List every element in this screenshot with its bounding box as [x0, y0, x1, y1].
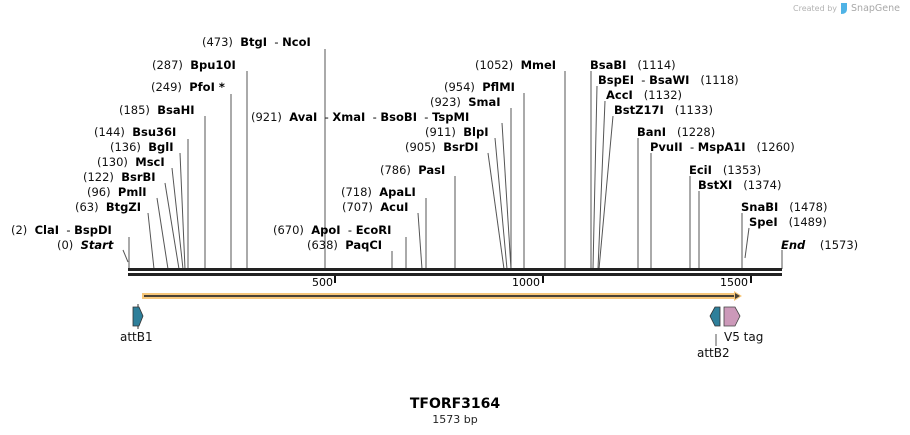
site-label-bsrdi[interactable]: (905) BsrDI — [405, 140, 479, 154]
v5-tag-feature — [723, 306, 741, 327]
site-label-pmli[interactable]: (96) PmlI — [87, 185, 147, 199]
snapgene-logo-icon — [841, 3, 848, 14]
site-label-paqci[interactable]: (638) PaqCI — [307, 238, 383, 252]
snapgene-credit: Created by SnapGene — [793, 3, 900, 14]
map-length: 1573 bp — [432, 413, 478, 426]
site-label-pasi[interactable]: (786) PasI — [380, 163, 446, 177]
credit-text: Created by — [793, 4, 838, 13]
attB2-feature — [709, 306, 721, 346]
attB1-feature — [132, 304, 144, 329]
site-label-acui[interactable]: (707) AcuI — [342, 200, 409, 214]
site-label-btgzi[interactable]: (63) BtgZI — [75, 200, 142, 214]
site-label-smai[interactable]: (923) SmaI — [430, 95, 501, 109]
site-label-bsrbi[interactable]: (122) BsrBI — [83, 170, 156, 184]
attB2-label[interactable]: attB2 — [697, 346, 730, 360]
site-label-bstxi[interactable]: BstXI (1374) — [698, 178, 782, 192]
sequence-ruler — [128, 268, 782, 283]
site-label-apali[interactable]: (718) ApaLI — [341, 185, 416, 199]
site-label-start: (0) Start — [57, 238, 114, 252]
site-label-bsahi[interactable]: (185) BsaHI — [119, 103, 195, 117]
site-label-bspei[interactable]: BspEI - BsaWI (1118) — [598, 73, 739, 87]
site-label-pvuii[interactable]: PvuII - MspA1I (1260) — [650, 140, 795, 154]
site-label-msci[interactable]: (130) MscI — [97, 155, 165, 169]
site-label-snabi[interactable]: SnaBI (1478) — [741, 200, 828, 214]
ruler-tick-500: 500 — [312, 276, 333, 289]
map-title: TFORF3164 — [409, 396, 501, 412]
site-label-ecii[interactable]: EciI (1353) — [689, 163, 762, 177]
site-label-clai[interactable]: (2) ClaI - BspDI — [11, 223, 112, 237]
site-label-avai[interactable]: (921) AvaI - XmaI - BsoBI - TspMI — [251, 110, 470, 124]
site-label-mmei[interactable]: (1052) MmeI — [475, 58, 557, 72]
site-label-bsu36i[interactable]: (144) Bsu36I — [94, 125, 177, 139]
ruler-tick-1500: 1500 — [720, 276, 748, 289]
site-label-bstz17i[interactable]: BstZ17I (1133) — [614, 103, 713, 117]
site-label-pfoi[interactable]: (249) PfoI * — [151, 80, 225, 94]
site-label-bsabi[interactable]: BsaBI (1114) — [590, 58, 676, 72]
site-label-blpi[interactable]: (911) BlpI — [425, 125, 489, 139]
attB1-label[interactable]: attB1 — [120, 330, 153, 344]
v5-tag-label[interactable]: V5 tag — [724, 330, 764, 344]
site-label-bani[interactable]: BanI (1228) — [637, 125, 716, 139]
ruler-tick-1000: 1000 — [512, 276, 540, 289]
site-connector-lines — [122, 49, 783, 270]
orf-arrow — [142, 291, 742, 301]
site-label-apoi[interactable]: (670) ApoI - EcoRI — [273, 223, 392, 237]
credit-brand: SnapGene — [851, 3, 900, 14]
site-label-acci[interactable]: AccI (1132) — [606, 88, 683, 102]
site-label-spei[interactable]: SpeI (1489) — [749, 215, 827, 229]
site-label-end: End (1573) — [781, 238, 859, 252]
site-label-pflmi[interactable]: (954) PflMI — [444, 80, 515, 94]
site-label-bpu10i[interactable]: (287) Bpu10I — [152, 58, 236, 72]
site-label-btgi[interactable]: (473) BtgI - NcoI — [202, 35, 311, 49]
site-label-bgli[interactable]: (136) BglI — [110, 140, 174, 154]
